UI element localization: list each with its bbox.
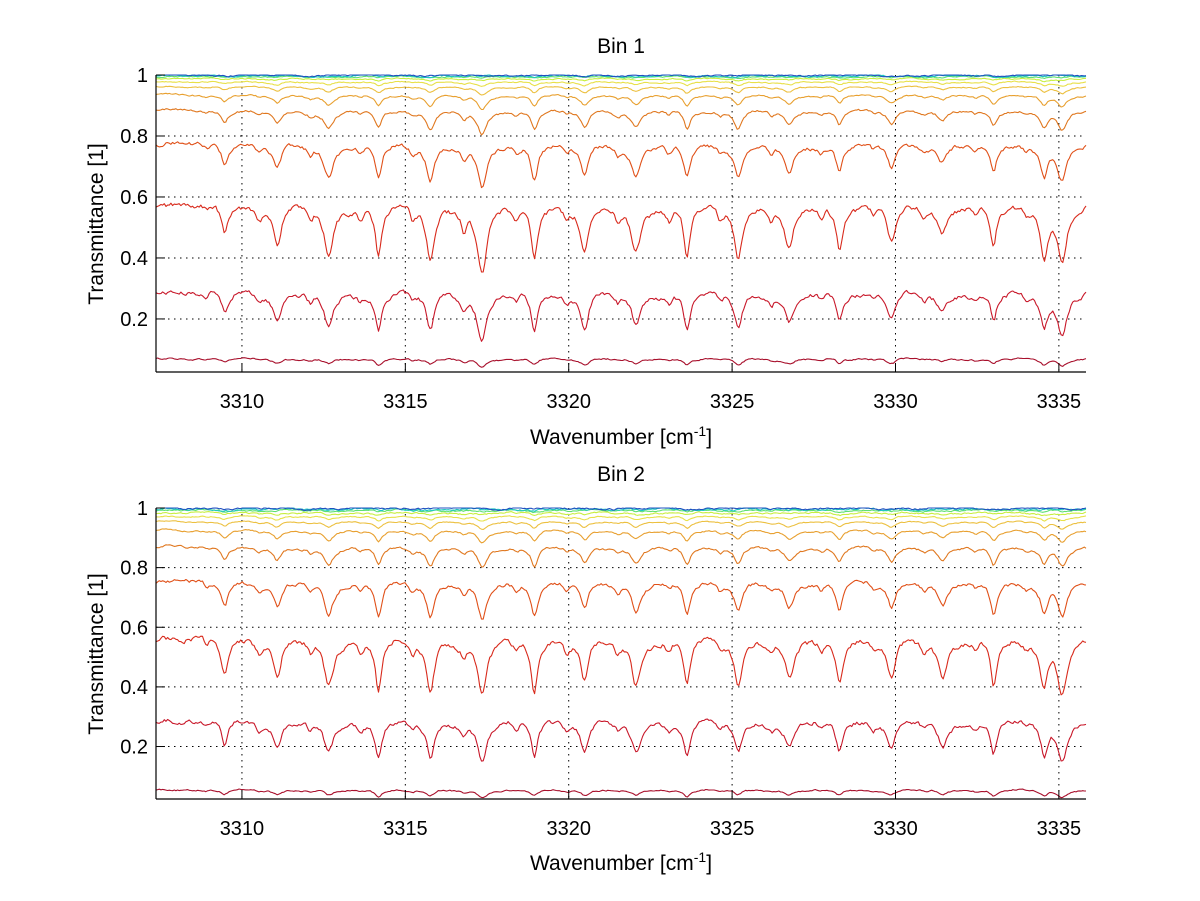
x-axis-label: Wavenumber [cm-1] bbox=[530, 849, 712, 875]
x-axis-label: Wavenumber [cm-1] bbox=[530, 423, 712, 449]
series-line-12 bbox=[156, 74, 1087, 78]
y-tick-label: 0.4 bbox=[120, 248, 148, 270]
grid bbox=[156, 75, 1086, 372]
series-line-7 bbox=[155, 520, 1087, 531]
x-axis-label-sup: -1 bbox=[694, 849, 707, 865]
panel-bin-1: Bin 1 3310 3315 3320 3325 3330 3335 0.2 0.4 0.6 0… bbox=[85, 35, 1087, 449]
series-line-8 bbox=[155, 80, 1087, 87]
series-line-7 bbox=[155, 85, 1087, 96]
y-tick-label: 0.2 bbox=[120, 737, 148, 759]
x-tick-label: 3310 bbox=[220, 391, 265, 413]
series-line-4 bbox=[155, 578, 1087, 620]
x-tick-label: 3325 bbox=[710, 391, 755, 413]
series-line-1 bbox=[155, 357, 1087, 368]
series-group bbox=[155, 507, 1087, 799]
series-line-12 bbox=[155, 507, 1087, 512]
series-line-1 bbox=[155, 788, 1086, 799]
x-tick-label: 3320 bbox=[546, 391, 591, 413]
series-line-9 bbox=[155, 77, 1087, 83]
y-tick-label: 0.4 bbox=[120, 677, 148, 699]
x-tick-label: 3310 bbox=[220, 818, 265, 840]
panel-bin-2: Bin 2 3310 3315 3320 3325 3330 3335 0.2 0.4 0.6 0… bbox=[85, 463, 1087, 875]
x-tick-label: 3315 bbox=[383, 391, 428, 413]
x-axis-label-sup: -1 bbox=[694, 423, 707, 439]
x-tick-label: 3315 bbox=[383, 818, 428, 840]
x-tick-label: 3335 bbox=[1037, 391, 1082, 413]
y-axis-label: Transmittance [1] bbox=[85, 143, 108, 304]
x-axis-label-main: Wavenumber [cm bbox=[530, 426, 694, 449]
y-tick-label: 1 bbox=[137, 65, 148, 87]
y-tick-label: 1 bbox=[137, 498, 148, 520]
x-tick-label: 3325 bbox=[710, 818, 755, 840]
y-tick-label: 0.6 bbox=[120, 617, 148, 639]
x-tick-label: 3335 bbox=[1037, 818, 1082, 840]
axes bbox=[155, 74, 1086, 373]
tick-labels: 3310 3315 3320 3325 3330 3335 0.2 0.4 0.6 0.8 1 bbox=[120, 65, 1081, 413]
series-group bbox=[155, 74, 1087, 368]
y-tick-label: 0.6 bbox=[120, 187, 148, 209]
chart-title: Bin 2 bbox=[597, 463, 645, 486]
y-axis-label: Transmittance [1] bbox=[85, 573, 108, 734]
series-line-6 bbox=[155, 92, 1087, 111]
series-line-3 bbox=[155, 202, 1087, 273]
tick-labels: 3310 3315 3320 3325 3330 3335 0.2 0.4 0.6 0.8 1 bbox=[120, 498, 1081, 840]
series-line-2 bbox=[155, 718, 1087, 762]
y-tick-label: 0.8 bbox=[120, 558, 148, 580]
x-tick-label: 3330 bbox=[873, 391, 918, 413]
series-line-5 bbox=[155, 544, 1087, 568]
x-axis-label-end: ] bbox=[706, 852, 712, 875]
y-tick-label: 0.2 bbox=[120, 309, 148, 331]
x-axis-label-main: Wavenumber [cm bbox=[530, 852, 694, 875]
series-line-9 bbox=[155, 511, 1087, 517]
series-line-5 bbox=[155, 108, 1087, 136]
series-line-3 bbox=[155, 635, 1087, 696]
series-line-2 bbox=[155, 289, 1087, 342]
x-tick-label: 3330 bbox=[873, 818, 918, 840]
x-tick-label: 3320 bbox=[546, 818, 591, 840]
series-line-6 bbox=[155, 528, 1087, 544]
series-line-11 bbox=[156, 74, 1087, 79]
series-line-8 bbox=[155, 515, 1087, 522]
series-line-4 bbox=[155, 141, 1087, 189]
axes bbox=[155, 507, 1086, 800]
chart-title: Bin 1 bbox=[597, 35, 645, 58]
x-axis-label-end: ] bbox=[706, 426, 712, 449]
y-tick-label: 0.8 bbox=[120, 126, 148, 148]
